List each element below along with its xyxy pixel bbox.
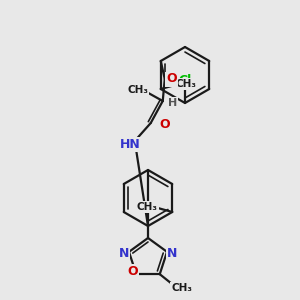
Text: CH₃: CH₃ — [127, 85, 148, 95]
Text: O: O — [159, 118, 170, 130]
Text: CH₃: CH₃ — [175, 79, 196, 89]
Text: Cl: Cl — [178, 74, 192, 88]
Text: N: N — [167, 247, 177, 260]
Text: N: N — [119, 247, 129, 260]
Text: O: O — [167, 73, 177, 85]
Text: O: O — [127, 265, 138, 278]
Text: CH₃: CH₃ — [171, 283, 192, 293]
Text: CH₃: CH₃ — [137, 202, 158, 212]
Text: HN: HN — [119, 137, 140, 151]
Text: H: H — [168, 98, 177, 108]
